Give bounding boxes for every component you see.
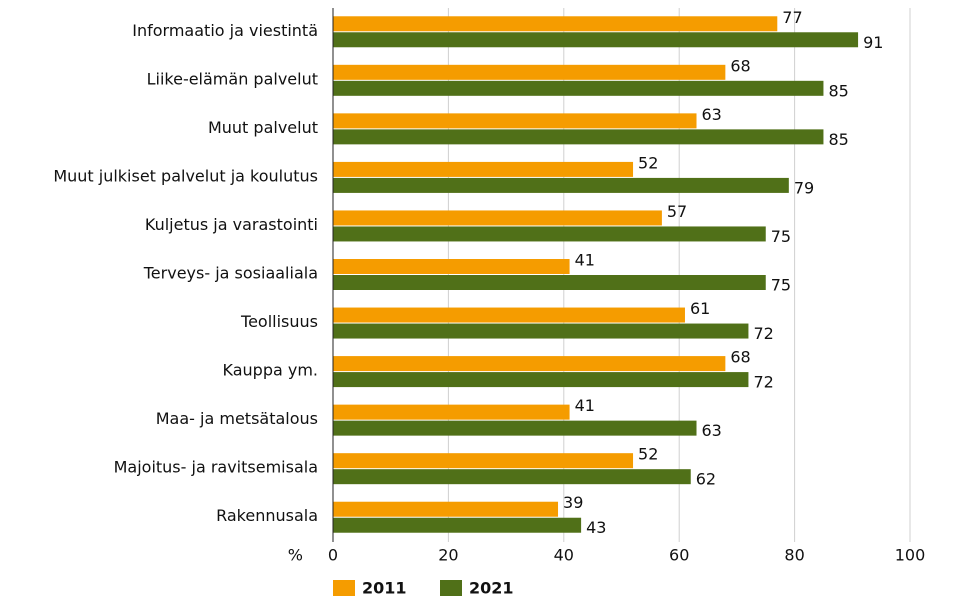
bar [333,372,749,388]
y-tick-label: Muut julkiset palvelut ja koulutus [53,166,318,185]
y-tick-label: Rakennusala [216,506,318,525]
value-label: 72 [753,324,773,343]
bar [333,420,697,436]
legend-swatch [440,580,462,596]
value-label: 85 [828,81,848,100]
bar [333,226,766,242]
value-label: 75 [771,227,791,246]
x-tick-label: 40 [554,546,574,565]
y-tick-label: Terveys- ja sosiaaliala [143,264,318,283]
bar [333,356,726,372]
bar [333,32,859,48]
y-tick-label: Kauppa ym. [223,361,319,380]
bar [333,210,662,226]
value-label: 52 [638,153,658,172]
bar [333,129,824,145]
value-label: 57 [667,202,687,221]
x-tick-label: 100 [895,546,926,565]
y-tick-label: Muut palvelut [208,118,318,137]
value-label: 39 [563,493,583,512]
value-label: 43 [586,518,606,537]
bar [333,80,824,96]
bar [333,453,634,469]
bar [333,469,691,485]
value-label: 79 [794,178,814,197]
value-label: 63 [702,421,722,440]
x-tick-label: 60 [669,546,689,565]
value-label: 91 [863,33,883,52]
value-label: 62 [696,470,716,489]
bar [333,501,559,517]
value-label: 41 [575,396,595,415]
bar [333,161,634,177]
x-tick-label: 20 [438,546,458,565]
y-tick-label: Maa- ja metsätalous [156,409,318,428]
bar [333,404,570,420]
value-label: 52 [638,445,658,464]
bar [333,177,789,193]
bar [333,16,778,32]
legend-swatch [333,580,355,596]
bar [333,64,726,80]
value-label: 72 [753,373,773,392]
value-label: 61 [690,299,710,318]
value-label: 85 [828,130,848,149]
bar [333,275,766,290]
legend-label: 2021 [469,579,514,598]
y-tick-label: Kuljetus ja varastointi [145,215,318,234]
value-label: 77 [782,8,802,27]
value-label: 63 [702,105,722,124]
x-tick-label: 0 [328,546,338,565]
value-label: 68 [730,348,750,367]
bar [333,517,582,533]
value-label: 41 [575,251,595,270]
bar [333,323,749,339]
y-tick-label: Liike-elämän palvelut [147,69,318,88]
y-tick-label: Majoitus- ja ravitsemisala [114,458,318,477]
x-tick-label: 80 [784,546,804,565]
value-label: 68 [730,56,750,75]
y-tick-label: Informaatio ja viestintä [132,21,318,40]
bar [333,113,697,129]
value-label: 75 [771,276,791,295]
bar [333,307,685,323]
legend-label: 2011 [362,579,407,598]
y-tick-label: Teollisuus [240,312,318,331]
bar [333,259,570,274]
x-axis-label: % [288,546,303,565]
